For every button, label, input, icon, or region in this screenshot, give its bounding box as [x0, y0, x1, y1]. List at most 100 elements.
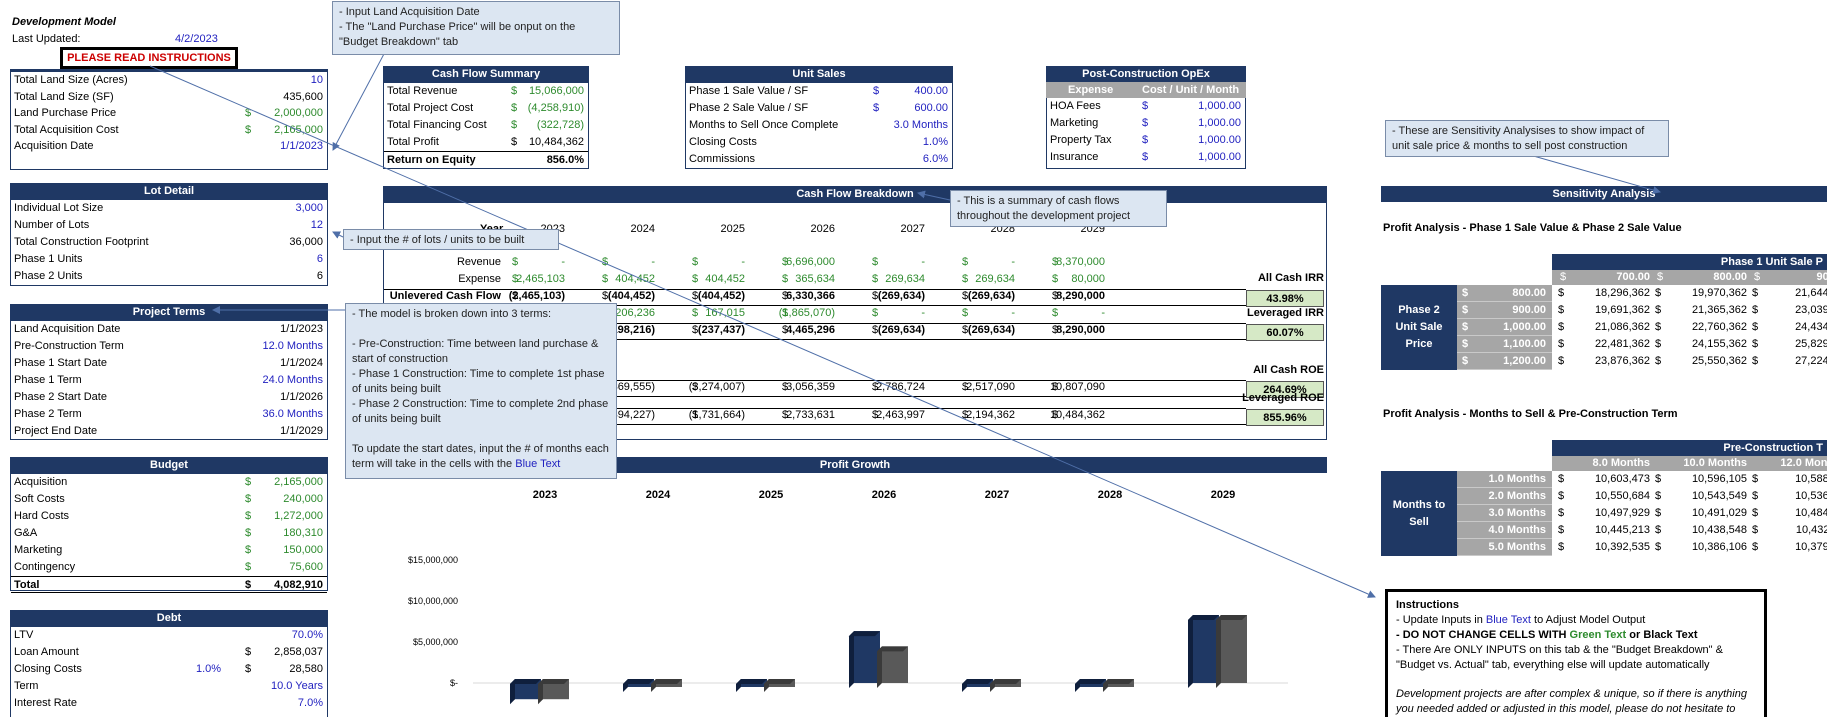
sens-t1-cell: 18,296,362 — [1594, 287, 1650, 299]
opex-row: Property Tax $1,000.00 — [1047, 132, 1245, 149]
budget-total-value: 4,082,910 — [274, 579, 323, 591]
bar-2028-series-1 — [1103, 679, 1134, 692]
cf-revenue-value: 8,370,000 — [1056, 256, 1105, 268]
sens-t2-cell-dollar: $ — [1752, 507, 1759, 519]
last-updated-value[interactable]: 4/2/2023 — [175, 33, 218, 45]
land-row-value[interactable]: 10 — [310, 74, 323, 86]
opex-row: Marketing $1,000.00 — [1047, 115, 1245, 132]
opex-row-value[interactable]: 1,000.00 — [1198, 151, 1241, 163]
opex-col-expense: Expense — [1068, 84, 1114, 96]
cfs-row: Total Project Cost $ (4,258,910) — [384, 100, 588, 117]
budget-row: Marketing $150,000 — [11, 542, 327, 559]
terms-row-value: 1/1/2029 — [280, 425, 323, 437]
terms-row-value[interactable]: 12.0 Months — [262, 340, 323, 352]
opex-table: HOA Fees $1,000.00 Marketing $1,000.00 Prope… — [1046, 98, 1246, 169]
sens-t2-cell: 10,497,929 — [1594, 507, 1650, 519]
opex-row-label: Insurance — [1050, 151, 1099, 163]
terms-row-label: Pre-Construction Term — [14, 340, 124, 352]
sens-t1-cell-dollar: $ — [1655, 287, 1662, 299]
budget-row: Contingency $75,600 — [11, 559, 327, 576]
cfs-row: Total Revenue $15,066,000 — [384, 83, 588, 100]
debt-row: Interest Rate 7.0% — [11, 695, 327, 712]
opex-row: HOA Fees $1,000.00 — [1047, 98, 1245, 115]
bar-2029-series-0 — [1188, 615, 1219, 688]
opex-row-dollar: $ — [1142, 117, 1149, 129]
read-instructions-button[interactable]: PLEASE READ INSTRUCTIONS — [60, 47, 238, 69]
project-terms-row: Project End Date 1/1/2029 — [11, 423, 327, 440]
budget-row-value: 1,272,000 — [274, 510, 323, 522]
cf-financing-value: - — [1011, 307, 1015, 319]
instructions-line-2: - DO NOT CHANGE CELLS WITH Green Text or… — [1396, 629, 1698, 641]
bar-2029-series-1 — [1216, 615, 1247, 688]
unit-sales-value[interactable]: 6.0% — [922, 153, 948, 165]
sens-t2-cell-dollar: $ — [1655, 507, 1662, 519]
budget-row: Hard Costs $1,272,000 — [11, 508, 327, 525]
unit-sales-value[interactable]: 1.0% — [922, 136, 948, 148]
debt-row-pct[interactable]: 1.0% — [196, 663, 222, 675]
lot-row-label: Number of Lots — [14, 219, 90, 231]
terms-row-value[interactable]: 24.0 Months — [262, 374, 323, 386]
lot-row-value[interactable]: 6 — [316, 253, 323, 265]
sens-t1-cell: 24,434,36 — [1795, 321, 1827, 333]
debt-row: LTV 70.0% — [11, 627, 327, 644]
unit-sales-value[interactable]: 400.00 — [914, 85, 948, 97]
opex-row-value[interactable]: 1,000.00 — [1198, 117, 1241, 129]
land-row-label: Total Acquisition Cost — [14, 123, 119, 136]
sens-t1-cell-dollar: $ — [1558, 321, 1565, 333]
bar-2023-series-0 — [510, 679, 541, 705]
land-row-value: 2,165,000 — [274, 123, 323, 136]
opex-row-value[interactable]: 1,000.00 — [1198, 134, 1241, 146]
cf-metric-label: All Cash ROE — [1253, 364, 1324, 376]
terms-row-value[interactable]: 36.0 Months — [262, 408, 323, 420]
lot-row-label: Individual Lot Size — [14, 202, 104, 214]
cf-roe1-value: 3,056,359 — [786, 381, 835, 393]
cfs-row-dollar: $ — [511, 85, 518, 97]
unit-sales-value[interactable]: 3.0 Months — [893, 119, 948, 131]
unit-sales-value[interactable]: 600.00 — [914, 102, 948, 114]
cfs-row-value: 15,066,000 — [528, 85, 584, 97]
lot-row-value[interactable]: 12 — [310, 219, 323, 231]
project-terms-row: Phase 1 Start Date 1/1/2024 — [11, 355, 327, 372]
land-row-dollar: $ — [245, 123, 252, 136]
budget-row: Soft Costs $240,000 — [11, 491, 327, 508]
opex-row-value[interactable]: 1,000.00 — [1198, 100, 1241, 112]
sens-t1-cell: 25,829,36 — [1795, 338, 1827, 350]
sens-t2-cell-dollar: $ — [1558, 524, 1565, 536]
sens-t2-cell: 10,596,105 — [1691, 473, 1747, 485]
terms-row-label: Phase 2 Term — [14, 408, 82, 420]
land-row-value[interactable]: 1/1/2023 — [280, 140, 323, 152]
sens-t1-cell: 21,365,362 — [1691, 304, 1747, 316]
sens-t2-cell-dollar: $ — [1558, 490, 1565, 502]
cf-financing-value: (1,865,070) — [778, 307, 835, 319]
y-tick-label: $15,000,000 — [408, 555, 458, 565]
cfs-roe-row: Return on Equity 856.0% — [384, 151, 588, 168]
lot-row-value[interactable]: 3,000 — [295, 202, 323, 214]
cf-unlevered-value: (269,634) — [967, 290, 1015, 302]
cf-roe2-value: 10,484,362 — [1049, 409, 1105, 421]
land-row-label: Total Land Size (SF) — [14, 90, 114, 103]
sens-t1-cell-dollar: $ — [1558, 338, 1565, 350]
budget-row: Acquisition $2,165,000 — [11, 474, 327, 491]
cf-expense-value: 269,634 — [975, 273, 1015, 285]
project-terms-row: Phase 2 Term 36.0 Months — [11, 406, 327, 423]
cf-revenue-value: - — [1011, 256, 1015, 268]
unit-sales-table: Phase 1 Sale Value / SF $400.00 Phase 2 Sa… — [685, 82, 953, 169]
debt-row-label: Term — [14, 680, 39, 692]
debt-row-value[interactable]: 10.0 Years — [271, 680, 323, 692]
cf-metric-value: 855.96% — [1246, 409, 1324, 426]
bar-2026-series-1 — [877, 646, 908, 688]
lot-detail-row: Phase 1 Units 6 — [11, 251, 327, 268]
sens-t1-cell: 23,876,362 — [1594, 355, 1650, 367]
cash-flow-note: - This is a summary of cash flows throug… — [950, 190, 1167, 227]
cf-unlevered-value: (404,452) — [697, 290, 745, 302]
cfs-row-label: Total Revenue — [387, 85, 458, 97]
sens-t1-row-key-dollar: $ — [1462, 355, 1469, 367]
budget-row-dollar: $ — [245, 510, 252, 522]
debt-row-value[interactable]: 70.0% — [291, 629, 323, 641]
sens-t1-column-dollar: $ — [1560, 271, 1567, 283]
bar-2026-series-0 — [849, 631, 880, 688]
cash-flow-summary-header: Cash Flow Summary — [383, 66, 589, 82]
debt-row-value[interactable]: 7.0% — [297, 697, 323, 709]
unit-sales-row: Phase 2 Sale Value / SF $600.00 — [686, 100, 952, 117]
instructions-panel: Instructions - Update Inputs in Blue Tex… — [1385, 589, 1767, 717]
